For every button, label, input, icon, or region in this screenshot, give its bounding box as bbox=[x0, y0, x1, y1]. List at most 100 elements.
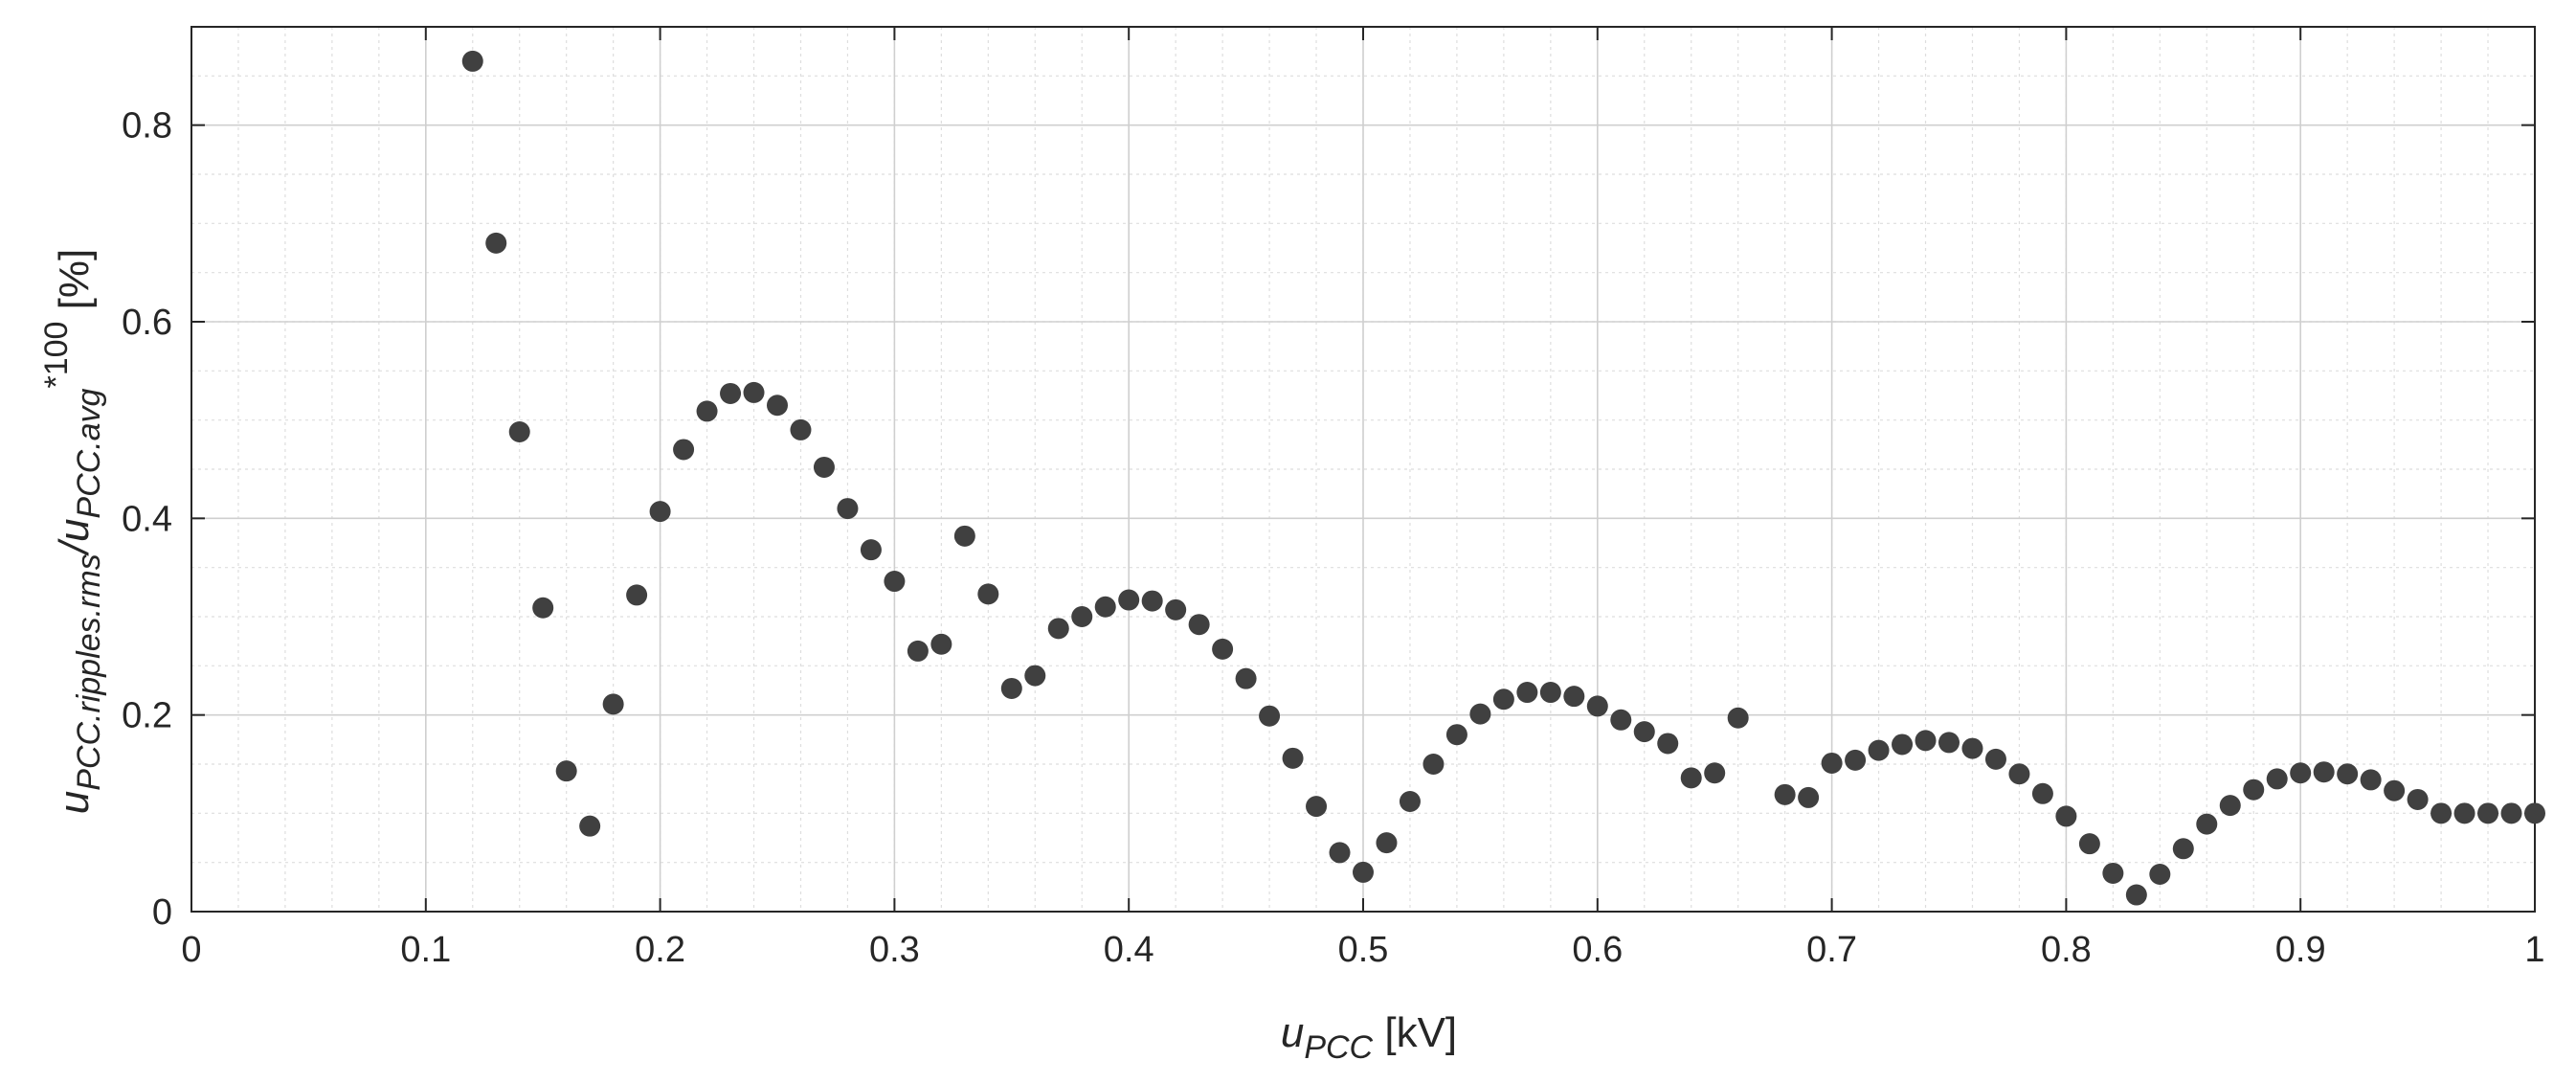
data-point bbox=[2078, 833, 2100, 855]
data-point bbox=[1704, 762, 1726, 784]
x-tick-label: 0.8 bbox=[2041, 930, 2092, 970]
data-point bbox=[1445, 724, 1467, 746]
data-point bbox=[649, 501, 671, 523]
x-axis-label-subscript: PCC bbox=[1304, 1029, 1373, 1066]
data-point bbox=[1188, 614, 1210, 636]
data-point bbox=[1118, 589, 1140, 611]
data-point bbox=[461, 50, 483, 72]
data-point bbox=[2172, 838, 2194, 860]
y-tick-label: 0.4 bbox=[122, 499, 172, 539]
data-point bbox=[1961, 737, 1983, 759]
data-point bbox=[1868, 739, 1890, 761]
y-tick-label: 0.2 bbox=[122, 696, 172, 736]
x-tick-label: 0.7 bbox=[1806, 930, 1857, 970]
data-point bbox=[1845, 749, 1867, 771]
data-point bbox=[2008, 763, 2030, 785]
data-point bbox=[2500, 802, 2522, 824]
data-point bbox=[602, 693, 624, 715]
data-point bbox=[2055, 805, 2077, 827]
data-point bbox=[1000, 677, 1022, 699]
y-tick-label: 0.6 bbox=[122, 303, 172, 343]
x-tick-label: 1 bbox=[2524, 930, 2544, 970]
data-point bbox=[579, 815, 601, 837]
y-axis-label-base: u bbox=[51, 791, 98, 814]
y-axis-label-subscript-2: PCC.avg bbox=[71, 388, 107, 518]
data-point bbox=[907, 640, 929, 662]
y-tick-label: 0 bbox=[152, 892, 172, 933]
data-point bbox=[2102, 862, 2124, 884]
data-points bbox=[461, 50, 2545, 906]
x-tick-label: 0.5 bbox=[1338, 930, 1389, 970]
data-point bbox=[977, 583, 999, 605]
data-point bbox=[2524, 802, 2545, 824]
data-point bbox=[884, 571, 906, 593]
data-point bbox=[1071, 606, 1093, 627]
data-point bbox=[2453, 802, 2475, 824]
data-point bbox=[1727, 707, 1749, 729]
y-axis-label-subscript-1: PCC.ripples.rms bbox=[71, 553, 107, 790]
data-point bbox=[1892, 733, 1914, 756]
data-point bbox=[1399, 791, 1421, 813]
data-point bbox=[1984, 748, 2006, 770]
x-tick-labels: 0 0.1 0.2 0.3 0.4 0.5 0.6 0.7 0.8 0.9 1 bbox=[181, 930, 2544, 970]
data-point bbox=[1259, 705, 1281, 727]
data-point bbox=[1821, 752, 1843, 774]
data-point bbox=[1094, 596, 1116, 618]
data-point bbox=[1376, 832, 1398, 854]
data-point bbox=[1539, 682, 1561, 704]
data-point bbox=[485, 232, 507, 254]
data-point bbox=[790, 418, 812, 440]
data-point bbox=[1212, 638, 1234, 660]
data-point bbox=[696, 400, 718, 422]
y-axis-label-divider: /u bbox=[51, 519, 98, 557]
data-point bbox=[1798, 786, 1820, 808]
x-tick-label: 0.9 bbox=[2275, 930, 2326, 970]
x-tick-label: 0.4 bbox=[1104, 930, 1154, 970]
data-point bbox=[673, 439, 695, 461]
data-point bbox=[1680, 767, 1702, 789]
x-tick-label: 0.2 bbox=[635, 930, 685, 970]
data-point bbox=[2266, 768, 2288, 790]
data-point bbox=[930, 633, 952, 655]
data-point bbox=[1586, 695, 1608, 717]
data-point bbox=[532, 597, 554, 619]
data-point bbox=[860, 539, 882, 561]
x-axis-label-unit: [kV] bbox=[1373, 1009, 1457, 1056]
data-point bbox=[555, 760, 577, 782]
data-point bbox=[1915, 730, 1937, 752]
data-point bbox=[2430, 802, 2453, 824]
data-point bbox=[2243, 778, 2265, 801]
y-tick-labels: 0 0.2 0.4 0.6 0.8 bbox=[122, 106, 172, 933]
data-point bbox=[2477, 802, 2499, 824]
data-point bbox=[2313, 761, 2335, 783]
data-point bbox=[2337, 763, 2359, 785]
data-point bbox=[1024, 665, 1046, 687]
data-point bbox=[1516, 682, 1538, 704]
data-point bbox=[743, 381, 765, 403]
data-point bbox=[2219, 795, 2241, 817]
data-point bbox=[1235, 667, 1257, 689]
data-point bbox=[1633, 721, 1655, 743]
data-point bbox=[1563, 686, 1585, 708]
data-point bbox=[2290, 762, 2312, 784]
data-point bbox=[1353, 861, 1374, 883]
data-point bbox=[767, 395, 788, 417]
data-point bbox=[1938, 732, 1960, 754]
data-point bbox=[1306, 796, 1328, 818]
data-point bbox=[2031, 782, 2053, 804]
data-point bbox=[953, 525, 975, 547]
data-point bbox=[2149, 863, 2171, 885]
data-point bbox=[1141, 590, 1163, 612]
data-point bbox=[1047, 618, 1069, 640]
data-point bbox=[813, 456, 835, 478]
data-point bbox=[1165, 598, 1187, 620]
y-axis-label-superscript: *100 bbox=[38, 322, 75, 389]
data-point bbox=[2407, 788, 2429, 810]
data-point bbox=[1422, 754, 1445, 775]
y-axis-label-unit: [%] bbox=[51, 249, 98, 322]
data-point bbox=[1469, 703, 1491, 725]
x-axis-label-base: u bbox=[1281, 1009, 1304, 1056]
data-point bbox=[1774, 783, 1796, 805]
